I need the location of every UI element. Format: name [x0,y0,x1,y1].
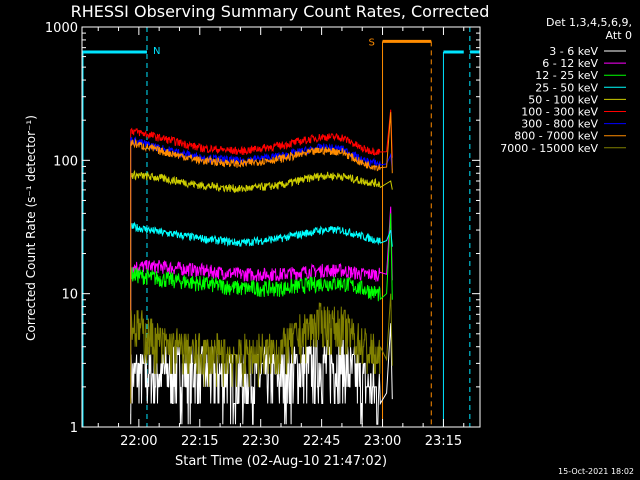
footer-date: 15-Oct-2021 18:02 [558,467,634,476]
legend-entry-label: 12 - 25 keV [535,69,598,82]
night-label: N [153,46,160,57]
plot-area: NS [82,27,480,427]
chart-title: RHESSI Observing Summary Count Rates, Co… [71,2,490,21]
x-tick-label: 22:00 [120,434,157,449]
series-line-7000-15000-kev [130,293,393,404]
legend-entry-label: 25 - 50 keV [535,81,598,94]
legend-entry-label: 300 - 800 keV [521,118,598,131]
y-tick-label: 100 [53,154,78,169]
series-line-25-50-kev [130,221,393,404]
series-line-6-12-kev [130,206,393,404]
saa-label: S [369,37,375,48]
y-axis-label: Corrected Count Rate (s⁻¹ detector⁻¹) [24,115,38,341]
legend-entry-label: 6 - 12 keV [542,57,598,70]
legend-entry-label: 800 - 7000 keV [514,130,598,143]
legend-detectors: Det 1,3,4,5,6,9, [546,16,632,29]
y-tick-label: 1 [70,421,78,436]
x-tick-label: 23:15 [425,434,462,449]
x-tick-label: 22:15 [181,434,218,449]
series-line-50-100-kev [130,169,393,404]
x-axis-label: Start Time (02-Aug-10 21:47:02) [175,454,387,469]
y-tick-label: 1000 [45,21,78,36]
y-tick-label: 10 [61,288,78,303]
x-tick-label: 22:45 [303,434,340,449]
series-line-100-300-kev [130,109,393,404]
legend-entry-label: 7000 - 15000 keV [500,142,598,155]
legend-entry-label: 100 - 300 keV [521,106,598,119]
x-axis: 22:00 22:15 22:30 22:45 23:00 23:15 [97,27,465,449]
series-line-12-25-kev [130,213,393,404]
legend-attenuator: Att 0 [606,29,632,42]
y-axis: 1 10 100 1000 [45,21,480,436]
legend-entry-label: 3 - 6 keV [549,45,598,58]
x-tick-label: 23:00 [364,434,401,449]
legend-entry-label: 50 - 100 keV [528,93,598,106]
x-tick-label: 22:30 [242,434,279,449]
series-line-800-7000-kev [130,112,393,404]
